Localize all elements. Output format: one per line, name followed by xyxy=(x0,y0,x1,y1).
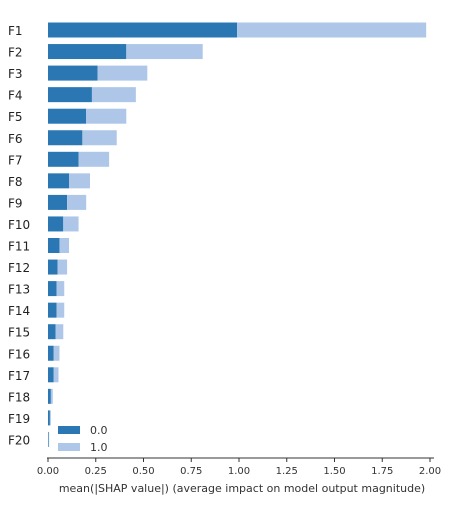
bar-F7-series-0 xyxy=(48,151,79,167)
bar-F9-series-1 xyxy=(67,194,87,210)
category-label-F9: F9 xyxy=(8,196,23,210)
bar-F12-series-0 xyxy=(48,259,58,275)
bar-F6-series-0 xyxy=(48,130,83,146)
bar-F10-series-1 xyxy=(63,216,79,232)
category-label-F6: F6 xyxy=(8,132,23,146)
x-tick-label-2: 0.50 xyxy=(132,466,154,477)
legend-label-1: 1.0 xyxy=(90,441,108,454)
bar-F5-series-0 xyxy=(48,108,87,124)
bar-F7-series-1 xyxy=(78,151,110,167)
bar-F2-series-0 xyxy=(48,44,127,60)
category-label-F1: F1 xyxy=(8,24,23,38)
x-tick-label-8: 2.00 xyxy=(419,466,441,477)
bar-F18-series-1 xyxy=(50,388,53,404)
bar-F8-series-0 xyxy=(48,173,70,189)
bar-F15-series-0 xyxy=(48,324,56,340)
bar-F20-series-1 xyxy=(48,431,50,447)
x-tick-label-1: 0.25 xyxy=(85,466,107,477)
bar-F5-series-1 xyxy=(86,108,127,124)
bars-group xyxy=(48,22,427,447)
category-label-F3: F3 xyxy=(8,67,23,81)
bar-F3-series-1 xyxy=(97,65,148,81)
x-tick-label-7: 1.75 xyxy=(371,466,393,477)
bar-F15-series-1 xyxy=(55,324,64,340)
category-labels: F1 F2 F3 F4 F5 F6 F7 F8 F9 F10 F11 F12 F13 F14 F15 F16 F… xyxy=(8,24,30,447)
bar-F13-series-1 xyxy=(56,281,65,297)
category-label-F10: F10 xyxy=(8,218,30,232)
bar-F10-series-0 xyxy=(48,216,64,232)
x-tick-label-5: 1.25 xyxy=(276,466,298,477)
category-label-F4: F4 xyxy=(8,89,23,103)
bar-F1-series-1 xyxy=(237,22,427,38)
category-label-F20: F20 xyxy=(8,433,30,447)
bar-F9-series-0 xyxy=(48,194,68,210)
category-label-F18: F18 xyxy=(8,390,30,404)
bar-F3-series-0 xyxy=(48,65,98,81)
bar-F6-series-1 xyxy=(82,130,117,146)
bar-F4-series-1 xyxy=(91,87,136,103)
bar-F17-series-0 xyxy=(48,367,54,383)
bar-F11-series-1 xyxy=(59,238,70,253)
bar-F14-series-0 xyxy=(48,302,57,318)
x-axis-label: mean(|SHAP value|) (average impact on mo… xyxy=(59,482,425,495)
x-axis-ticks: 0.00 0.25 0.50 0.75 1.00 1.25 1.50 1.75 2.00 xyxy=(37,458,441,477)
x-tick-label-6: 1.50 xyxy=(323,466,345,477)
bar-F16-series-0 xyxy=(48,345,54,361)
category-label-F17: F17 xyxy=(8,369,30,383)
category-label-F11: F11 xyxy=(8,240,30,254)
bar-F19-series-0 xyxy=(48,410,50,426)
category-label-F19: F19 xyxy=(8,412,30,426)
bar-F20-series-0 xyxy=(48,431,49,447)
bar-F2-series-1 xyxy=(126,44,203,60)
bar-F14-series-1 xyxy=(56,302,65,318)
legend-swatch-0 xyxy=(58,426,80,434)
bar-F8-series-1 xyxy=(69,173,91,189)
bar-F12-series-1 xyxy=(57,259,68,275)
legend: 0.0 1.0 xyxy=(58,424,108,454)
x-tick-label-4: 1.00 xyxy=(228,466,250,477)
x-tick-label-3: 0.75 xyxy=(180,466,202,477)
category-label-F5: F5 xyxy=(8,110,23,124)
legend-swatch-1 xyxy=(58,443,80,451)
bar-F18-series-0 xyxy=(48,388,51,404)
legend-label-0: 0.0 xyxy=(90,424,108,437)
bar-F1-series-0 xyxy=(48,22,238,38)
bar-F13-series-0 xyxy=(48,281,57,297)
category-label-F12: F12 xyxy=(8,261,30,275)
category-label-F7: F7 xyxy=(8,153,23,167)
category-label-F8: F8 xyxy=(8,175,23,189)
bar-F17-series-1 xyxy=(53,367,59,383)
bar-F16-series-1 xyxy=(53,345,60,361)
bar-F11-series-0 xyxy=(48,238,60,253)
category-label-F14: F14 xyxy=(8,304,30,318)
category-label-F15: F15 xyxy=(8,326,30,340)
category-label-F2: F2 xyxy=(8,46,23,60)
bar-F19-series-1 xyxy=(49,410,51,426)
bar-F4-series-0 xyxy=(48,87,92,103)
category-label-F13: F13 xyxy=(8,283,30,297)
category-label-F16: F16 xyxy=(8,347,30,361)
x-tick-label-0: 0.00 xyxy=(37,466,59,477)
